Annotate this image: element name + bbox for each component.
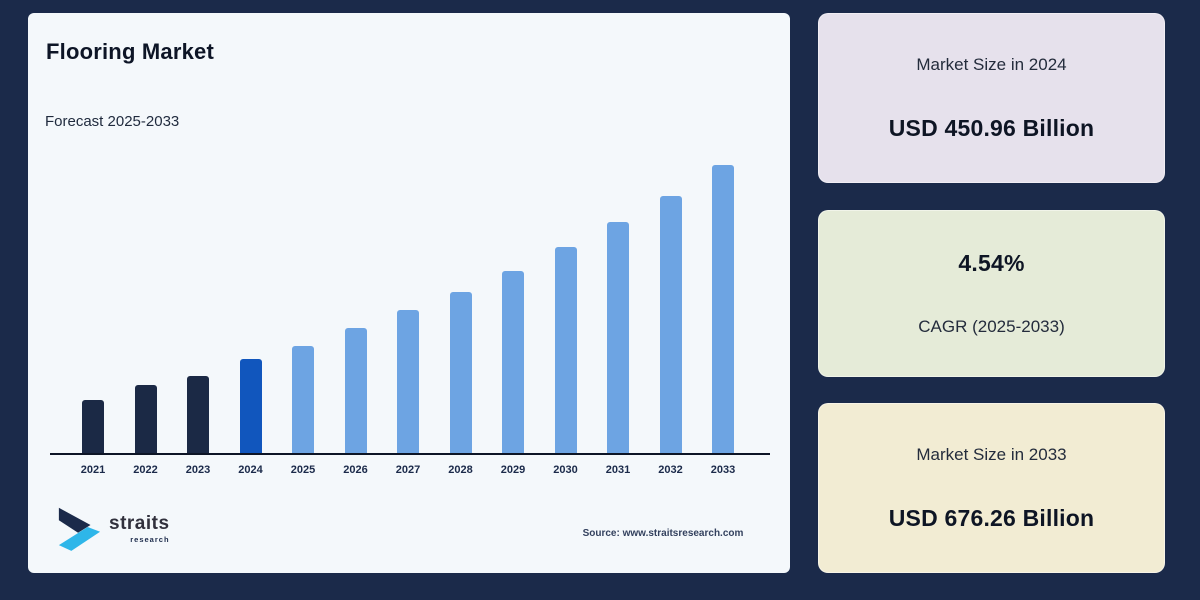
x-tick-2028: 2028: [448, 464, 473, 476]
bar-2024: [239, 359, 262, 453]
card-cagr: 4.54% CAGR (2025-2033): [818, 210, 1165, 377]
brand-subname: research: [130, 534, 170, 544]
card-2024-label: Market Size in 2024: [916, 54, 1067, 74]
brand-name: straits: [109, 512, 170, 534]
bar-2030: [554, 247, 577, 453]
x-tick-2029: 2029: [500, 464, 526, 476]
x-tick-2033: 2033: [710, 464, 736, 476]
x-axis-ticks: 2021 2022 2023 2024 2025 2026 2027 2028 2029 2030…: [50, 464, 770, 480]
bar-2029: [502, 271, 524, 453]
chart-title: Flooring Market: [46, 39, 215, 64]
bar-2031: [607, 222, 629, 453]
card-2024-value: USD 450.96 Billion: [888, 114, 1095, 141]
x-tick-2031: 2031: [605, 464, 631, 476]
bar-2022: [134, 385, 157, 453]
cagr-label: CAGR (2025-2033): [918, 317, 1065, 336]
bar-2021: [82, 400, 104, 453]
chart-panel: Flooring Market Forecast 2025-2033 2021 2…: [28, 13, 790, 573]
x-tick-2021: 2021: [80, 464, 106, 476]
bar-2033: [712, 165, 734, 453]
brand-logo: straits research: [56, 501, 170, 556]
bar-2025: [292, 346, 314, 453]
x-tick-2026: 2026: [343, 464, 368, 476]
card-market-size-2024: Market Size in 2024 USD 450.96 Billion: [818, 13, 1165, 183]
bar-2028: [449, 292, 472, 453]
chart-subtitle: Forecast 2025-2033: [45, 113, 180, 130]
x-tick-2023: 2023: [185, 464, 211, 476]
x-tick-2022: 2022: [133, 464, 158, 476]
cagr-value: 4.54%: [958, 250, 1025, 276]
plot-area: [50, 153, 770, 455]
card-2033-label: Market Size in 2033: [916, 444, 1067, 464]
x-tick-2032: 2032: [658, 464, 683, 476]
bar-2026: [344, 328, 367, 453]
card-2033-value: USD 676.26 Billion: [888, 504, 1095, 531]
source-text: Source: www.straitsresearch.com: [582, 528, 744, 539]
x-tick-2025: 2025: [290, 464, 316, 476]
x-tick-2024: 2024: [238, 464, 263, 476]
bar-2027: [397, 310, 419, 453]
card-market-size-2033: Market Size in 2033 USD 676.26 Billion: [818, 403, 1165, 573]
bar-2023: [187, 376, 209, 453]
bar-2032: [659, 196, 682, 453]
straits-research-logo-icon: [56, 501, 102, 556]
x-tick-2030: 2030: [553, 464, 578, 476]
x-tick-2027: 2027: [395, 464, 421, 476]
